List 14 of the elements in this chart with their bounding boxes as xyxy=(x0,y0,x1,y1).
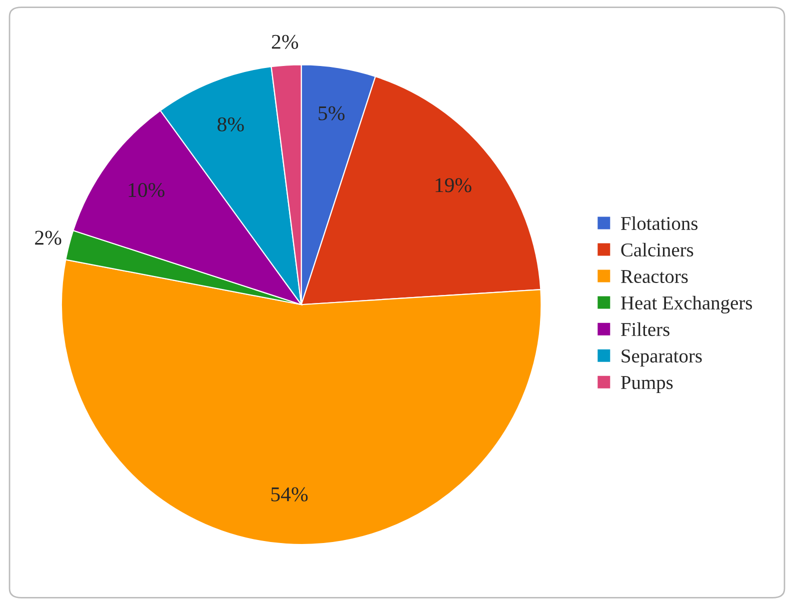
data-label: 19% xyxy=(436,178,472,192)
data-label: 10% xyxy=(128,182,164,198)
legend-label: Calciners xyxy=(621,242,694,257)
legend-label: Pumps xyxy=(620,376,673,394)
data-label: 5% xyxy=(318,106,345,120)
legend-label: Heat Exchangers xyxy=(620,296,752,314)
legend-label: Separators xyxy=(622,350,702,367)
legend-label: Flotations xyxy=(620,216,698,230)
data-label: 2% xyxy=(35,230,62,245)
legend-label: Filters xyxy=(620,322,670,336)
data-label: 54% xyxy=(271,487,308,502)
legend-label: Reactors xyxy=(620,270,688,284)
data-label: 2% xyxy=(272,34,298,49)
data-label: 8% xyxy=(218,117,244,132)
